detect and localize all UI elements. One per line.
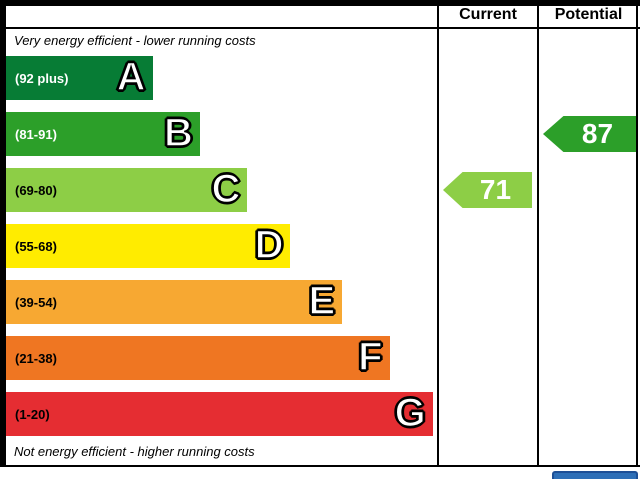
top-caption: Very energy efficient - lower running co… xyxy=(14,33,256,48)
epc-band-bar: (81-91) B xyxy=(6,112,200,156)
current-column-divider xyxy=(437,0,439,467)
epc-band-bar: (21-38) F xyxy=(6,336,390,380)
epc-bands: (92 plus) A (81-91) B (69-80) C (55-68) … xyxy=(6,56,437,436)
epc-band-letter: B xyxy=(163,110,193,155)
chart-top-border xyxy=(0,0,640,6)
cutoff-bottom-box xyxy=(552,471,638,479)
epc-band-bar: (55-68) D xyxy=(6,222,291,268)
epc-band-bar: (39-54) E xyxy=(6,278,343,324)
potential-column-divider xyxy=(537,0,539,467)
epc-band-range: (69-80) xyxy=(15,182,57,198)
epc-band-bar: (69-80) C xyxy=(6,166,248,212)
epc-band-letter: G xyxy=(394,390,427,435)
potential-column-header: Potential xyxy=(554,6,623,23)
epc-band-range: (81-91) xyxy=(15,126,57,142)
current-arrow: 71 xyxy=(443,172,532,208)
epc-band-range: (1-20) xyxy=(15,406,50,422)
epc-band-bar: (92 plus) A xyxy=(6,56,153,100)
chart-bottom-border xyxy=(0,465,640,467)
chart-left-border xyxy=(0,0,6,467)
bottom-caption: Not energy efficient - higher running co… xyxy=(14,444,255,459)
epc-band-letter: D xyxy=(254,222,284,267)
epc-band-range: (39-54) xyxy=(15,294,57,310)
epc-band-letter: F xyxy=(357,334,383,379)
potential-rating-value: 87 xyxy=(581,118,614,149)
epc-band-letter: C xyxy=(211,166,241,211)
header-underline xyxy=(0,27,640,29)
epc-band-letter: A xyxy=(116,54,146,99)
epc-band-range: (55-68) xyxy=(15,238,57,254)
chart-right-border xyxy=(636,0,638,467)
epc-band-range: (21-38) xyxy=(15,350,57,366)
epc-band-range: (92 plus) xyxy=(15,70,69,86)
current-rating-value: 71 xyxy=(479,174,512,205)
potential-arrow: 87 xyxy=(543,116,636,152)
epc-band-bar: (1-20) G xyxy=(6,392,433,436)
epc-band-letter: E xyxy=(308,278,336,323)
current-column-header: Current xyxy=(459,6,517,23)
